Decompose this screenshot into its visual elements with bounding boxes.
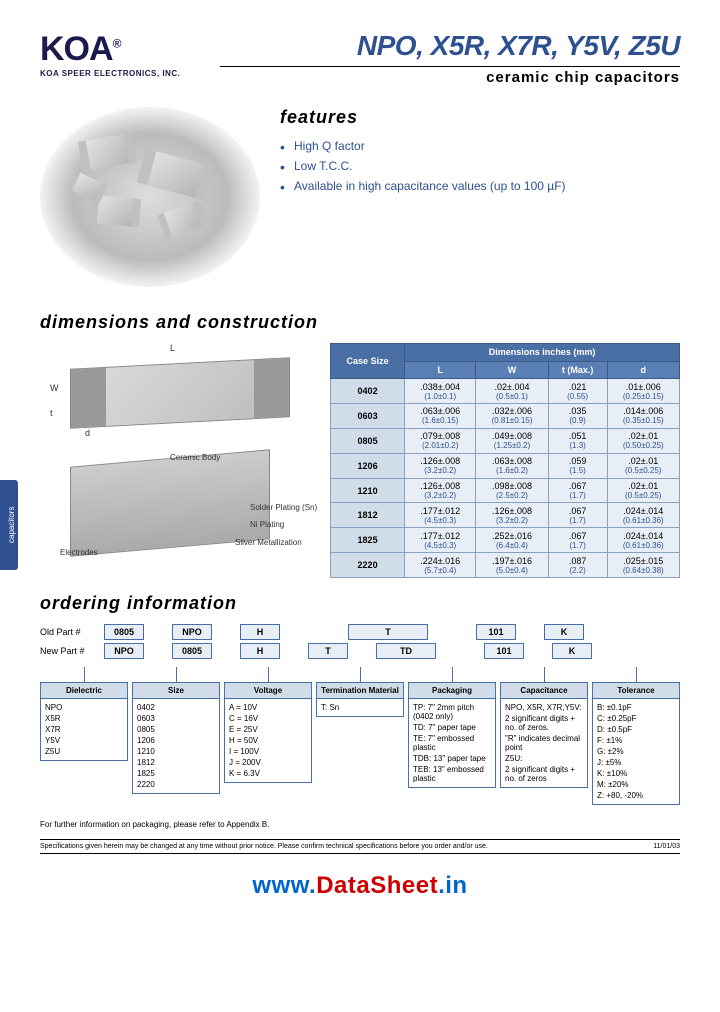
old-part-box: 101 bbox=[476, 624, 516, 640]
th-L: L bbox=[405, 361, 476, 379]
title-area: NPO, X5R, X7R, Y5V, Z5U ceramic chip cap… bbox=[220, 30, 680, 87]
new-part-box: NPO bbox=[104, 643, 144, 659]
ordering-grid: Old Part # 0805 NPO H T 101 K New Part #… bbox=[40, 624, 680, 805]
ann-silver: Silver Metallization bbox=[235, 538, 302, 547]
new-part-label: New Part # bbox=[40, 646, 100, 656]
features-section: features High Q factor Low T.C.C. Availa… bbox=[260, 107, 680, 287]
new-part-box: 101 bbox=[484, 643, 524, 659]
dimensions-table: Case SizeDimensions inches (mm) LWt (Max… bbox=[330, 343, 680, 578]
th-case: Case Size bbox=[331, 344, 405, 379]
logo-area: KOA® KOA SPEER ELECTRONICS, INC. bbox=[40, 30, 220, 78]
logo: KOA® bbox=[40, 30, 220, 69]
product-image bbox=[40, 107, 260, 287]
header: KOA® KOA SPEER ELECTRONICS, INC. NPO, X5… bbox=[40, 30, 680, 87]
sub-title: ceramic chip capacitors bbox=[220, 66, 680, 86]
spec-date: 11/01/03 bbox=[653, 843, 680, 850]
new-part-box: TD bbox=[376, 643, 436, 659]
ann-solder: Solder Plating (Sn) bbox=[250, 503, 317, 512]
old-part-box: K bbox=[544, 624, 584, 640]
new-part-box: T bbox=[308, 643, 348, 659]
ordering-title: ordering information bbox=[40, 593, 680, 614]
old-part-box: 0805 bbox=[104, 624, 144, 640]
dimension-diagram: L W t d Ceramic Body Solder Plating (Sn)… bbox=[40, 343, 320, 578]
spec-footer: Specifications given herein may be chang… bbox=[40, 839, 680, 854]
spec-text: Specifications given herein may be chang… bbox=[40, 843, 488, 850]
ann-ni: Ni Plating bbox=[250, 520, 284, 529]
th-dims: Dimensions inches (mm) bbox=[405, 344, 680, 362]
features-title: features bbox=[280, 107, 680, 128]
old-part-label: Old Part # bbox=[40, 627, 100, 637]
old-part-box: T bbox=[348, 624, 428, 640]
packaging-note: For further information on packaging, pl… bbox=[40, 820, 680, 829]
feature-item: Low T.C.C. bbox=[280, 156, 680, 176]
logo-reg: ® bbox=[113, 37, 121, 51]
new-part-box: 0805 bbox=[172, 643, 212, 659]
feature-item: Available in high capacitance values (up… bbox=[280, 176, 680, 196]
new-part-box: K bbox=[552, 643, 592, 659]
wm-suf: .in bbox=[438, 872, 468, 899]
th-t: t (Max.) bbox=[548, 361, 607, 379]
label-L: L bbox=[170, 343, 175, 353]
label-t: t bbox=[50, 408, 53, 418]
dimensions-title: dimensions and construction bbox=[40, 312, 680, 333]
th-d: d bbox=[607, 361, 679, 379]
wm-pre: www. bbox=[252, 872, 316, 899]
watermark: www.DataSheet.in bbox=[0, 872, 720, 900]
wm-mid: DataSheet bbox=[316, 872, 438, 899]
label-d: d bbox=[85, 428, 90, 438]
features-list: High Q factor Low T.C.C. Available in hi… bbox=[280, 136, 680, 196]
th-W: W bbox=[476, 361, 548, 379]
old-part-box: H bbox=[240, 624, 280, 640]
logo-subtitle: KOA SPEER ELECTRONICS, INC. bbox=[40, 69, 220, 78]
ann-ceramic: Ceramic Body bbox=[170, 453, 220, 462]
new-part-box: H bbox=[240, 643, 280, 659]
logo-text: KOA bbox=[40, 30, 113, 68]
feature-item: High Q factor bbox=[280, 136, 680, 156]
old-part-box: NPO bbox=[172, 624, 212, 640]
ann-elec: Electrodes bbox=[60, 548, 98, 557]
main-title: NPO, X5R, X7R, Y5V, Z5U bbox=[220, 30, 680, 62]
label-W: W bbox=[50, 383, 59, 393]
side-tab: capacitors bbox=[0, 480, 18, 570]
